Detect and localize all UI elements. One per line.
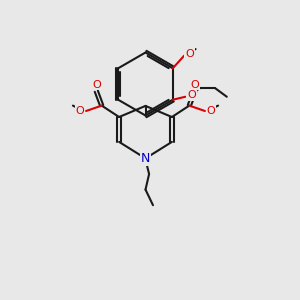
Text: O: O: [76, 106, 85, 116]
Text: N: N: [141, 152, 150, 165]
Text: O: O: [92, 80, 101, 90]
Text: O: O: [185, 49, 194, 59]
Text: O: O: [206, 106, 215, 116]
Text: O: O: [187, 90, 196, 100]
Text: O: O: [190, 80, 199, 90]
